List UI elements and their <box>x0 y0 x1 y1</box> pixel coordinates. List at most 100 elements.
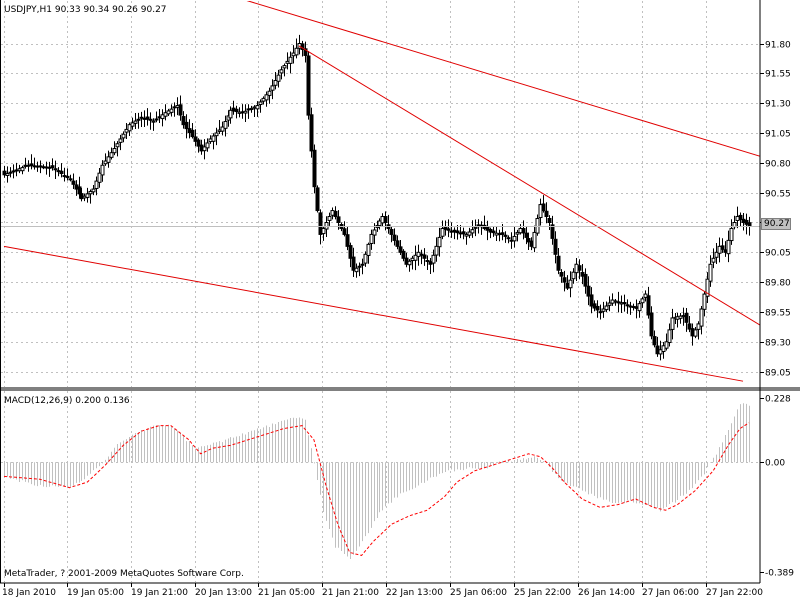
candle-body <box>398 246 403 253</box>
candle-body <box>693 329 698 337</box>
candle-body <box>345 234 350 247</box>
candle-body <box>422 254 427 259</box>
candle-body <box>407 260 412 266</box>
candle-body <box>503 234 508 237</box>
candle-body <box>500 232 505 235</box>
candle-body <box>184 121 189 130</box>
candle-body <box>392 234 397 241</box>
candle-body <box>556 255 561 271</box>
candle-body <box>544 210 549 218</box>
candle-body <box>431 254 436 264</box>
candle-body <box>288 56 293 64</box>
candle-body <box>640 298 645 304</box>
candle-body <box>163 112 168 117</box>
candle-body <box>2 170 7 176</box>
candle-body <box>601 308 606 312</box>
macd-main-value: 0.200 <box>75 396 101 406</box>
candle-body <box>586 285 591 297</box>
candle-body <box>181 116 186 126</box>
candle-body <box>342 228 347 235</box>
candle-body <box>270 85 275 91</box>
price-tick-label: 89.30 <box>765 339 791 349</box>
candle-body <box>559 271 564 277</box>
candle-body <box>425 260 430 263</box>
candle-body <box>50 165 55 169</box>
candle-body <box>276 74 281 82</box>
candle-body <box>267 90 272 96</box>
price-panel <box>1 1 760 382</box>
time-tick-label: 20 Jan 13:00 <box>195 588 252 598</box>
candle-body <box>541 203 546 212</box>
time-tick-label: 27 Jan 06:00 <box>642 588 699 598</box>
candle-body <box>372 229 377 236</box>
candle-body <box>678 315 683 319</box>
candle-body <box>360 263 365 266</box>
axis-labels: 91.8091.5591.3091.0590.8090.5590.3090.05… <box>2 41 794 599</box>
candle-body <box>568 279 573 289</box>
candle-body <box>228 109 233 119</box>
candle-body <box>595 305 600 311</box>
candle-body <box>696 323 701 330</box>
candle-body <box>100 164 105 176</box>
candle-body <box>535 218 540 234</box>
candle-body <box>437 236 442 248</box>
candle-body <box>699 308 704 327</box>
candle-body <box>223 120 228 129</box>
candle-body <box>351 256 356 271</box>
candle-body <box>205 142 210 149</box>
candle-body <box>169 108 174 113</box>
time-tick-label: 22 Jan 13:00 <box>386 588 443 598</box>
candle-body <box>553 238 558 255</box>
candle-body <box>550 224 555 239</box>
candle-body <box>571 271 576 280</box>
time-tick-label: 21 Jan 21:00 <box>322 588 379 598</box>
candle-body <box>151 120 156 123</box>
candle-body <box>687 323 692 330</box>
candle-body <box>211 135 216 142</box>
candle-body <box>309 114 314 152</box>
candle-body <box>255 105 260 110</box>
candle-body <box>130 122 135 127</box>
close-value: 90.27 <box>140 5 167 15</box>
current-price-badge: 90.27 <box>761 218 791 230</box>
candle-body <box>670 317 675 330</box>
candle-body <box>684 312 689 323</box>
time-tick-label: 25 Jan 06:00 <box>450 588 507 598</box>
candle-body <box>121 133 126 139</box>
candle-body <box>97 172 102 183</box>
candle-body <box>622 302 627 305</box>
candle-body <box>354 267 359 273</box>
time-tick-label: 18 Jan 2010 <box>2 588 56 598</box>
candle-body <box>273 80 278 86</box>
candle-body <box>401 250 406 259</box>
candle-body <box>625 304 630 307</box>
candle-body <box>258 101 263 106</box>
candle-body <box>196 139 201 147</box>
candle-body <box>461 231 466 235</box>
candle-body <box>190 129 195 138</box>
candle-body <box>714 251 719 258</box>
symbol-label: USDJPY,H1 <box>4 5 52 15</box>
time-tick-label: 26 Jan 14:00 <box>578 588 635 598</box>
candle-body <box>577 265 582 271</box>
candle-body <box>521 228 526 234</box>
high-value: 90.34 <box>83 5 110 15</box>
candle-body <box>589 294 594 307</box>
candle-body <box>315 187 320 212</box>
candle-body <box>366 243 371 256</box>
candle-body <box>324 221 329 230</box>
candle-body <box>65 175 70 179</box>
candle-body <box>667 329 672 344</box>
candle-body <box>369 233 374 244</box>
macd-tick-label: 0.00 <box>765 459 785 469</box>
trendline <box>246 1 760 157</box>
candle-body <box>646 295 651 316</box>
candle-body <box>598 311 603 314</box>
candle-body <box>526 238 531 243</box>
candle-body <box>708 263 713 282</box>
candle-body <box>726 239 731 255</box>
time-tick-label: 19 Jan 05:00 <box>67 588 124 598</box>
trendline <box>298 45 760 326</box>
candle-body <box>318 212 323 235</box>
